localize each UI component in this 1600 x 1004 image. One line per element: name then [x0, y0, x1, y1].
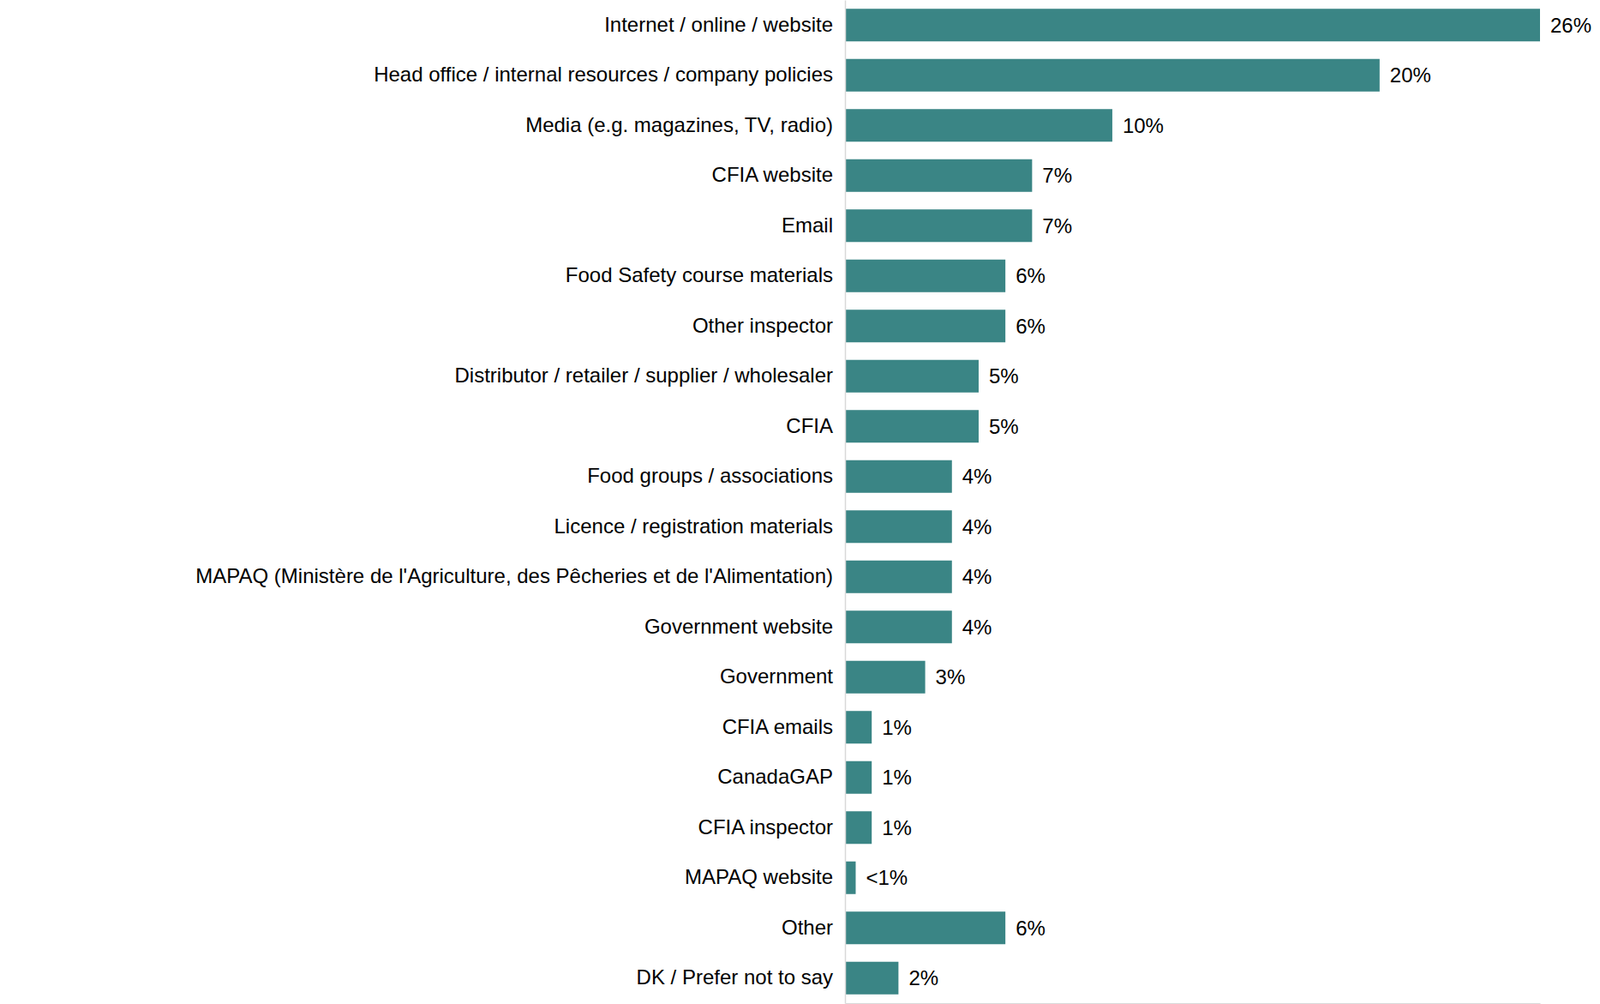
- data-label: 7%: [1042, 214, 1073, 238]
- data-label: 3%: [935, 665, 966, 689]
- y-tick: CanadaGAP: [717, 764, 845, 788]
- data-label: <1%: [865, 865, 908, 889]
- category-label: MAPAQ (Ministère de l'Agriculture, des P…: [195, 563, 833, 588]
- data-label: 1%: [881, 715, 912, 739]
- y-tick: CFIA: [785, 413, 845, 438]
- bar: [844, 159, 1032, 192]
- y-tick: Email: [781, 213, 845, 237]
- bar: [844, 409, 979, 443]
- bar: [844, 209, 1032, 242]
- y-axis: Internet / online / website Head office /…: [195, 0, 845, 1004]
- data-label: 5%: [988, 364, 1019, 388]
- bar: [844, 509, 953, 543]
- category-label: Food groups / associations: [587, 463, 833, 487]
- y-tick: Food groups / associations: [587, 463, 845, 487]
- data-label: 6%: [1015, 916, 1046, 940]
- y-tick: CFIA inspector: [698, 814, 845, 839]
- x-axis-line: [845, 1002, 1541, 1004]
- data-label: 1%: [881, 815, 912, 839]
- data-label: 6%: [1015, 314, 1046, 338]
- category-label: CFIA inspector: [698, 814, 833, 839]
- bar: [844, 660, 926, 694]
- category-label: CFIA: [785, 413, 833, 438]
- category-label: Email: [781, 213, 833, 237]
- data-label: 6%: [1015, 263, 1046, 288]
- data-label: 26%: [1550, 13, 1592, 37]
- y-tick: Media (e.g. magazines, TV, radio): [525, 113, 845, 137]
- bar: [844, 761, 872, 794]
- category-label: CFIA website: [712, 162, 833, 186]
- category-label: Other inspector: [692, 313, 833, 337]
- y-tick: Other: [781, 915, 845, 939]
- y-tick: Licence / registration materials: [554, 514, 845, 538]
- data-label: 4%: [962, 515, 993, 539]
- category-label: Government: [719, 664, 833, 688]
- bar: [844, 610, 953, 643]
- bar: [844, 359, 979, 393]
- y-tick: DK / Prefer not to say: [636, 964, 845, 989]
- category-label: MAPAQ website: [684, 864, 833, 888]
- bar: [844, 961, 899, 995]
- y-tick: Internet / online / website: [604, 12, 845, 36]
- category-label: Licence / registration materials: [554, 514, 833, 538]
- category-label: Distributor / retailer / supplier / whol…: [454, 363, 833, 387]
- y-tick: MAPAQ (Ministère de l'Agriculture, des P…: [195, 563, 845, 588]
- bar: [844, 560, 953, 594]
- data-label: 1%: [881, 765, 912, 789]
- data-labels: 26% 20% 10% 7% 7% 6% 6% 5% 5% 4% 4% 4% 4% 3% 1% 1% 1% <1%…: [865, 13, 1592, 990]
- category-label: CanadaGAP: [717, 764, 833, 788]
- bar: [844, 259, 1006, 293]
- category-label: Food Safety course materials: [565, 263, 833, 287]
- y-tick: MAPAQ website: [684, 864, 845, 888]
- bar: [844, 108, 1113, 142]
- category-label: Internet / online / website: [604, 12, 833, 36]
- plot: Internet / online / website Head office /…: [195, 0, 1592, 1004]
- data-label: 4%: [962, 615, 993, 639]
- category-label: Head office / internal resources / compa…: [373, 62, 833, 86]
- category-label: Other: [781, 915, 833, 939]
- data-label: 10%: [1122, 113, 1164, 138]
- bar: [844, 861, 856, 894]
- chart: Internet / online / website Head office /…: [0, 0, 1600, 1004]
- bar: [844, 309, 1006, 342]
- bar: [844, 710, 872, 744]
- data-label: 4%: [962, 564, 993, 588]
- category-label: Government website: [644, 614, 833, 638]
- bar: [844, 59, 1380, 92]
- y-tick: Head office / internal resources / compa…: [373, 62, 845, 86]
- bar: [844, 810, 872, 844]
- y-axis-line: [844, 0, 847, 1004]
- data-label: 7%: [1042, 163, 1073, 187]
- bar: [844, 910, 1006, 944]
- category-label: CFIA emails: [722, 714, 833, 738]
- y-tick: Distributor / retailer / supplier / whol…: [454, 363, 845, 387]
- y-tick: CFIA emails: [722, 714, 845, 738]
- y-tick: Government website: [644, 614, 845, 638]
- x-axis: [845, 1002, 1541, 1004]
- data-label: 20%: [1390, 63, 1432, 87]
- bars: [844, 8, 1541, 995]
- data-label: 5%: [988, 414, 1019, 438]
- y-tick: Other inspector: [692, 313, 845, 337]
- y-tick: CFIA website: [712, 162, 845, 186]
- y-tick: Food Safety course materials: [565, 263, 845, 287]
- data-label: 4%: [962, 464, 993, 488]
- category-label: Media (e.g. magazines, TV, radio): [525, 113, 833, 137]
- data-label: 2%: [908, 965, 939, 989]
- y-tick: Government: [719, 664, 845, 688]
- bar: [844, 8, 1541, 42]
- bar: [844, 460, 953, 493]
- category-label: DK / Prefer not to say: [636, 964, 833, 989]
